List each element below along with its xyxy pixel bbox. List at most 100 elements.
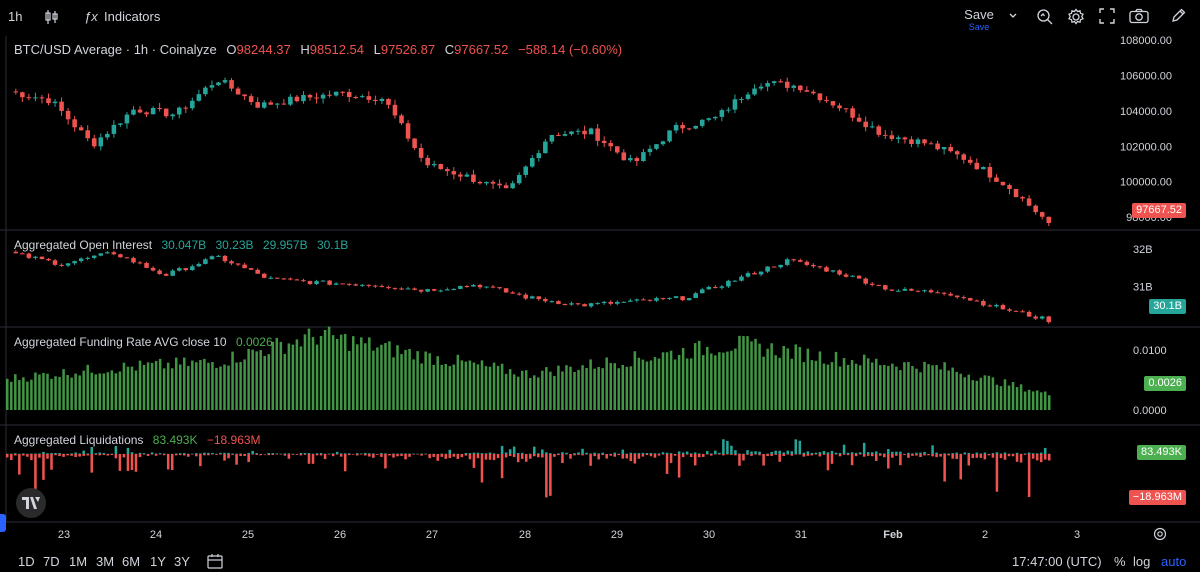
liq-short-bar <box>323 454 327 460</box>
funding-bar <box>617 368 621 410</box>
oi-candle <box>248 268 254 270</box>
funding-bar <box>275 337 279 410</box>
funding-bar <box>818 351 822 410</box>
funding-bar <box>850 360 854 410</box>
price-candle <box>33 97 38 99</box>
liq-long-bar <box>476 452 480 454</box>
liq-short-bar <box>730 454 733 455</box>
time-axis-tick: 3 <box>1074 529 1080 541</box>
calendar-icon[interactable] <box>207 553 223 572</box>
chevron-down-icon[interactable] <box>1008 8 1018 27</box>
log-toggle[interactable]: log <box>1133 554 1151 569</box>
funding-bar <box>637 357 641 410</box>
liq-short-bar <box>440 454 444 457</box>
oi-candle <box>327 280 332 285</box>
price-candle <box>471 174 476 182</box>
oi-candle <box>464 286 470 288</box>
price-candle <box>693 125 698 129</box>
liq-long-bar <box>307 453 311 454</box>
liq-long-bar <box>279 453 283 455</box>
liq-long-bar <box>899 451 902 454</box>
oi-candle <box>314 281 319 285</box>
liq-long-bar <box>227 452 230 454</box>
gear-icon[interactable] <box>1067 8 1085 29</box>
indicators-button[interactable]: Indicators <box>104 9 161 24</box>
oi-candle <box>523 294 528 299</box>
axis-settings-icon[interactable] <box>1153 527 1167 546</box>
liq-long-bar <box>78 453 81 454</box>
fullscreen-icon[interactable] <box>1099 8 1115 27</box>
funding-bar <box>746 336 749 410</box>
liq-short-bar <box>770 454 773 456</box>
interval-button[interactable]: 1h <box>8 9 23 24</box>
liq-short-bar <box>26 454 29 457</box>
liq-long-bar <box>758 451 761 454</box>
liq-long-bar <box>82 450 85 454</box>
oi-candle <box>608 301 613 304</box>
oi-candle <box>987 305 993 307</box>
oi-candle <box>562 303 568 305</box>
price-candle <box>235 88 241 95</box>
oi-candle <box>373 285 378 287</box>
range-1m[interactable]: 1M <box>69 554 88 569</box>
liq-long-bar <box>372 453 375 454</box>
liq-short-value: −18.963M <box>206 433 261 447</box>
auto-toggle[interactable]: auto <box>1161 554 1187 569</box>
funding-bar <box>26 381 29 410</box>
oi-candle <box>667 297 672 299</box>
liq-long-bar <box>30 453 33 455</box>
liq-short-bar <box>6 454 9 458</box>
price-candle <box>255 102 260 108</box>
liq-short-bar <box>581 454 584 456</box>
liq-short-bar <box>500 454 504 479</box>
liq-short-bar <box>826 454 830 471</box>
candle-style-icon[interactable] <box>44 9 60 28</box>
funding-bar <box>303 334 307 410</box>
liq-long-bar <box>541 449 544 454</box>
funding-bar <box>866 358 870 410</box>
quick-search-icon[interactable] <box>1036 8 1054 29</box>
chart-area[interactable]: 108000.00 106000.00 104000.00 102000.00 1000… <box>0 36 1200 546</box>
oi-candle <box>340 283 345 285</box>
price-candle <box>327 94 332 96</box>
range-3y[interactable]: 3Y <box>174 554 190 569</box>
liq-short-bar <box>496 454 500 459</box>
liq-short-bar <box>565 454 568 455</box>
oi-candle <box>261 273 267 278</box>
funding-bar <box>508 369 512 410</box>
utc-clock[interactable]: 17:47:00 (UTC) <box>1012 554 1102 569</box>
price-candle <box>209 85 215 88</box>
range-3m[interactable]: 3M <box>96 554 115 569</box>
funding-bar <box>830 362 834 410</box>
save-button[interactable]: Save Save <box>962 7 996 32</box>
funding-bar <box>903 362 906 410</box>
liq-long-bar <box>951 453 954 454</box>
range-1d[interactable]: 1D <box>18 554 35 569</box>
funding-bar <box>1015 387 1019 410</box>
chart-canvas[interactable]: 108000.00 106000.00 104000.00 102000.00 1000… <box>0 36 1200 546</box>
range-6m[interactable]: 6M <box>122 554 141 569</box>
range-7d[interactable]: 7D <box>43 554 60 569</box>
funding-bar <box>633 351 637 410</box>
price-candle <box>242 94 247 97</box>
tradingview-logo[interactable] <box>16 488 46 518</box>
funding-bar <box>770 343 773 410</box>
camera-icon[interactable] <box>1129 8 1149 27</box>
liq-short-bar <box>516 454 520 463</box>
price-candle <box>523 166 528 175</box>
fx-icon[interactable]: ƒx <box>84 9 98 24</box>
funding-bar <box>758 343 761 410</box>
price-candle <box>59 101 64 111</box>
side-panel-handle[interactable] <box>0 514 6 532</box>
percent-toggle[interactable]: % <box>1114 554 1126 569</box>
liq-short-bar <box>553 454 556 457</box>
funding-bar <box>895 366 898 410</box>
range-1y[interactable]: 1Y <box>150 554 166 569</box>
pencil-icon[interactable] <box>1170 8 1186 27</box>
liq-short-bar <box>448 454 452 458</box>
price-candle <box>981 167 986 170</box>
liq-long-bar <box>287 453 291 454</box>
liq-short-bar <box>774 454 777 455</box>
liq-long-bar <box>46 453 49 454</box>
oi-candle <box>386 287 391 289</box>
